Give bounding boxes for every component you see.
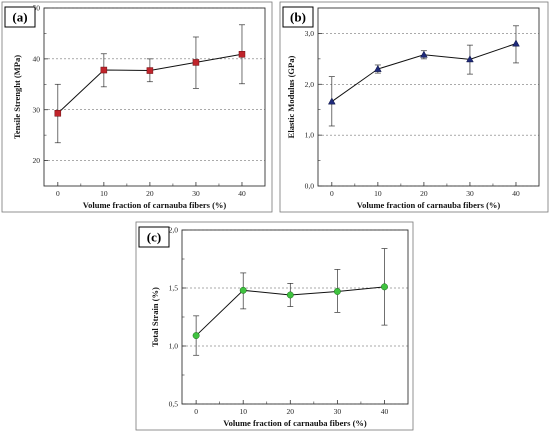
data-point — [381, 283, 388, 291]
y-axis-title: Total Strain (%) — [150, 287, 160, 347]
x-tick-label: 40 — [381, 407, 389, 416]
y-tick-label: 50 — [33, 4, 41, 13]
data-point — [54, 110, 62, 117]
data-point — [512, 39, 520, 47]
x-tick-label: 10 — [239, 407, 247, 416]
data-point — [374, 64, 382, 72]
y-tick-label: 2,0 — [169, 226, 179, 235]
chart-panel-1: 20 30 40 50 0 10 20 30 40 Volume fraction of carn… — [1, 1, 273, 213]
panel-label-box — [4, 6, 36, 28]
y-tick-label: 1,0 — [305, 131, 315, 140]
data-point — [192, 59, 200, 66]
y-tick-label: 30 — [33, 105, 41, 114]
y-tick-label: 1,0 — [169, 342, 179, 351]
x-tick-label: 30 — [466, 189, 474, 198]
x-axis-title: Volume fraction of carnauba fibers (%) — [83, 200, 227, 210]
y-axis-title: Elastic Modulus (GPa) — [286, 56, 296, 139]
x-tick-label: 20 — [146, 189, 154, 198]
data-point — [100, 66, 108, 74]
x-tick-label: 40 — [238, 189, 246, 198]
data-point — [192, 332, 200, 340]
x-axis-title: Volume fraction of carnauba fibers (%) — [223, 418, 367, 428]
y-tick-label: 1,5 — [169, 284, 179, 293]
panel-label: (a) — [12, 10, 27, 25]
y-tick-label: 40 — [33, 54, 41, 63]
data-point — [333, 288, 341, 295]
plot-area — [317, 7, 540, 187]
data-point — [420, 50, 428, 58]
x-tick-label: 20 — [420, 189, 428, 198]
data-point — [286, 291, 294, 299]
panel-label-box — [138, 226, 170, 248]
y-axis-title: Tensile Strenght (MPa) — [12, 55, 22, 139]
data-point — [238, 51, 246, 58]
x-axis-title: Volume fraction of carnauba fibers (%) — [357, 200, 501, 210]
x-tick-label: 20 — [287, 407, 295, 416]
x-tick-label: 40 — [512, 189, 520, 198]
x-tick-label: 0 — [56, 189, 60, 198]
x-tick-label: 0 — [330, 189, 334, 198]
y-tick-label: 2,0 — [305, 80, 315, 89]
chart-panel-2: 0,0 1,0 2,0 3,0 0 10 20 30 40 Volume fraction of … — [279, 1, 549, 213]
panel-frame — [279, 1, 549, 213]
x-tick-label: 30 — [192, 189, 200, 198]
data-point — [466, 55, 474, 63]
y-tick-label: 3,0 — [305, 29, 315, 38]
y-tick-label: 20 — [33, 156, 41, 165]
panel-label: (b) — [290, 10, 306, 25]
y-tick-label: 0,0 — [305, 182, 315, 191]
x-tick-label: 10 — [374, 189, 382, 198]
x-tick-label: 30 — [334, 407, 342, 416]
plot-area — [43, 7, 266, 187]
data-point — [327, 97, 336, 105]
panel-label-box — [282, 6, 314, 28]
panel-frame — [1, 1, 273, 213]
panel-label: (c) — [147, 230, 161, 245]
x-tick-label: 0 — [194, 407, 198, 416]
data-point — [146, 67, 154, 74]
chart-panel-3: 0,5 1,0 1,5 2,0 0 10 20 30 40 Volume fraction of … — [135, 221, 414, 431]
data-point — [239, 286, 247, 294]
y-tick-label: 0,5 — [169, 400, 179, 409]
x-tick-label: 10 — [100, 189, 108, 198]
